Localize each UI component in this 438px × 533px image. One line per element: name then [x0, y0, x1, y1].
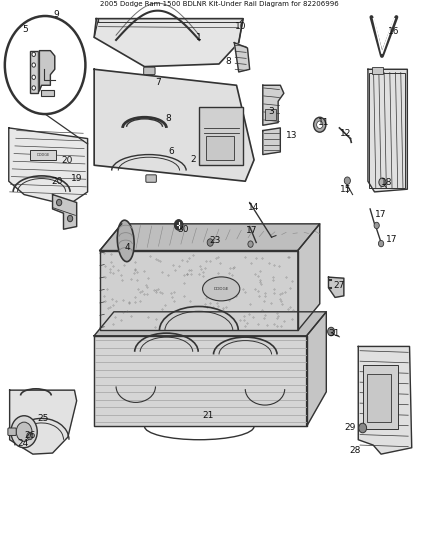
- Text: 23: 23: [209, 237, 220, 245]
- Circle shape: [328, 327, 335, 336]
- Text: 30: 30: [177, 225, 189, 233]
- Polygon shape: [10, 390, 77, 454]
- Polygon shape: [234, 43, 250, 72]
- Text: 5: 5: [22, 25, 28, 34]
- Circle shape: [11, 416, 37, 448]
- Polygon shape: [94, 312, 326, 336]
- Text: 9: 9: [53, 11, 59, 19]
- Circle shape: [32, 52, 35, 56]
- Ellipse shape: [117, 220, 134, 262]
- Text: 7: 7: [155, 78, 161, 87]
- Text: 12: 12: [340, 129, 352, 138]
- FancyBboxPatch shape: [30, 150, 56, 160]
- Text: 28: 28: [349, 446, 360, 455]
- Polygon shape: [94, 69, 254, 181]
- Circle shape: [57, 199, 62, 206]
- Polygon shape: [328, 277, 344, 297]
- FancyBboxPatch shape: [144, 67, 155, 75]
- FancyBboxPatch shape: [372, 67, 383, 74]
- FancyBboxPatch shape: [265, 109, 276, 120]
- Text: 20: 20: [61, 157, 72, 165]
- Polygon shape: [263, 85, 284, 125]
- Polygon shape: [298, 224, 320, 330]
- Circle shape: [174, 220, 183, 230]
- Polygon shape: [100, 251, 298, 330]
- FancyBboxPatch shape: [367, 374, 391, 422]
- Polygon shape: [307, 312, 326, 426]
- Polygon shape: [100, 224, 320, 251]
- Text: 31: 31: [328, 329, 339, 337]
- Polygon shape: [94, 336, 307, 426]
- Text: 24: 24: [17, 439, 28, 448]
- Circle shape: [248, 241, 253, 247]
- Text: 1: 1: [196, 33, 202, 42]
- Circle shape: [5, 16, 85, 114]
- Text: 17: 17: [386, 236, 398, 244]
- Text: 27: 27: [334, 281, 345, 289]
- Polygon shape: [39, 51, 55, 91]
- Text: DODGE: DODGE: [213, 287, 229, 291]
- FancyBboxPatch shape: [199, 107, 243, 165]
- Text: 11: 11: [318, 118, 330, 127]
- Text: 29: 29: [345, 423, 356, 432]
- Circle shape: [379, 178, 386, 187]
- Circle shape: [32, 75, 35, 79]
- FancyBboxPatch shape: [363, 365, 398, 429]
- Text: 10: 10: [235, 22, 247, 31]
- Text: 14: 14: [248, 204, 260, 212]
- Circle shape: [359, 423, 367, 433]
- Circle shape: [374, 222, 379, 229]
- Text: 21: 21: [202, 411, 214, 420]
- Circle shape: [378, 240, 384, 247]
- Text: 19: 19: [71, 174, 82, 183]
- Circle shape: [344, 177, 350, 184]
- Text: 20: 20: [51, 177, 63, 185]
- Text: 18: 18: [381, 178, 392, 187]
- Circle shape: [317, 121, 323, 128]
- Polygon shape: [263, 128, 280, 155]
- Polygon shape: [53, 195, 77, 229]
- FancyBboxPatch shape: [8, 428, 16, 435]
- Polygon shape: [9, 128, 88, 205]
- Circle shape: [314, 117, 326, 132]
- Text: 17: 17: [375, 210, 387, 219]
- Text: 13: 13: [286, 132, 297, 140]
- Circle shape: [32, 63, 35, 67]
- Ellipse shape: [202, 277, 240, 301]
- Text: 16: 16: [389, 28, 400, 36]
- Circle shape: [32, 86, 35, 90]
- Text: DODGE: DODGE: [36, 153, 49, 157]
- Text: 17: 17: [246, 226, 258, 235]
- Text: 2005 Dodge Ram 1500 BDLNR Kit-Under Rail Diagram for 82206996: 2005 Dodge Ram 1500 BDLNR Kit-Under Rail…: [99, 1, 339, 7]
- Text: 4: 4: [124, 244, 130, 252]
- Text: 2: 2: [190, 156, 195, 164]
- Text: 15: 15: [340, 185, 352, 193]
- Circle shape: [27, 432, 33, 440]
- Circle shape: [67, 215, 73, 222]
- FancyBboxPatch shape: [41, 90, 54, 96]
- Polygon shape: [94, 19, 243, 67]
- Polygon shape: [368, 69, 407, 192]
- Text: 8: 8: [166, 114, 172, 123]
- Text: 6: 6: [168, 148, 174, 156]
- Circle shape: [207, 239, 213, 246]
- Polygon shape: [358, 346, 412, 454]
- Text: 3: 3: [268, 108, 275, 116]
- Text: 25: 25: [37, 414, 49, 423]
- FancyBboxPatch shape: [206, 136, 234, 160]
- Text: 8: 8: [225, 57, 231, 66]
- FancyBboxPatch shape: [30, 51, 38, 93]
- FancyBboxPatch shape: [146, 175, 156, 182]
- Text: 26: 26: [24, 432, 35, 440]
- Circle shape: [16, 422, 32, 441]
